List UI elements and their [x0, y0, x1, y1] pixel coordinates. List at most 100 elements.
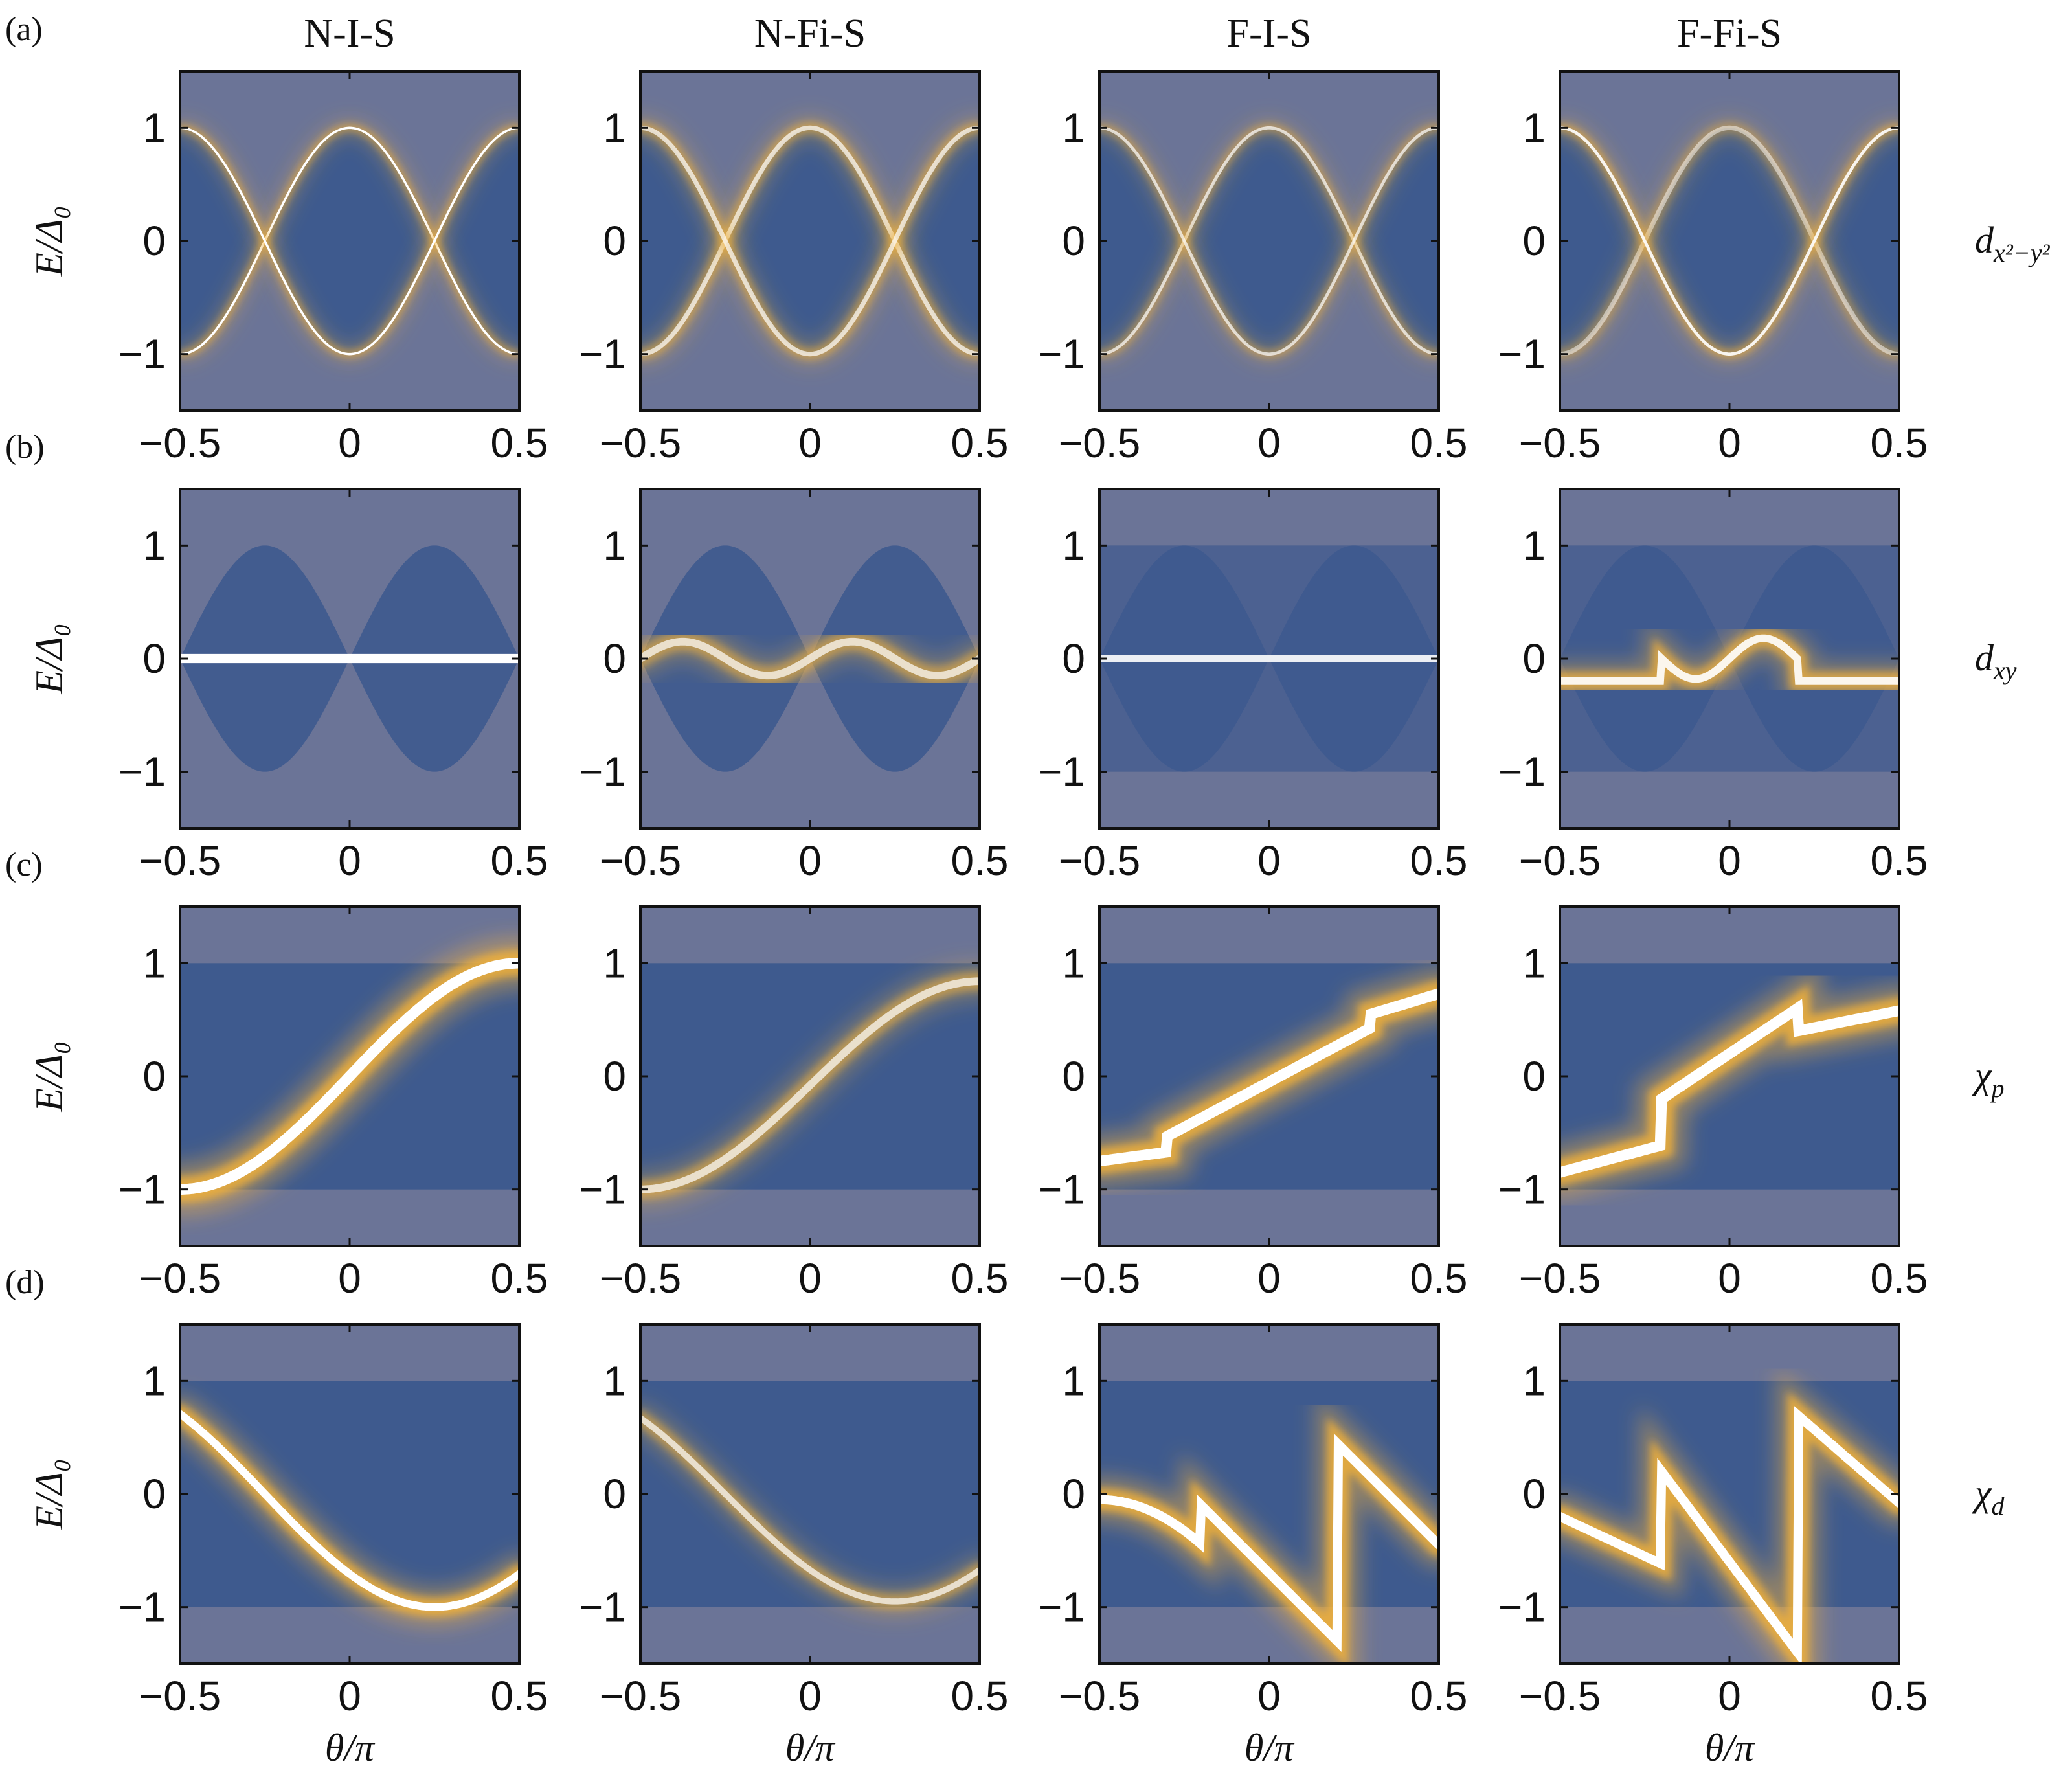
y-tick-label: 0 — [142, 635, 166, 682]
x-tick-label: 0.5 — [491, 1673, 548, 1719]
y-tick-label: 0 — [1522, 218, 1546, 264]
y-tick-label: 1 — [603, 104, 626, 151]
gap-region — [1099, 128, 1439, 354]
x-tick-label: −0.5 — [1519, 837, 1601, 884]
x-tick-label: 0 — [338, 1673, 361, 1719]
y-tick-label: −1 — [579, 331, 626, 378]
x-tick-label: 0 — [1257, 1673, 1281, 1719]
state-symbol: χp — [1972, 1054, 2005, 1103]
panel: −1 0 1 −0.5 0 0.5 — [1038, 488, 1467, 884]
y-tick-label: 1 — [1062, 522, 1085, 569]
y-tick-label: 0 — [1522, 1053, 1546, 1100]
x-tick-label: 0 — [1718, 420, 1741, 466]
x-tick-label: −0.5 — [139, 1255, 221, 1302]
x-tick-label: −0.5 — [600, 837, 681, 884]
x-tick-label: −0.5 — [139, 420, 221, 466]
x-tick-label: 0 — [798, 837, 822, 884]
y-tick-label: −1 — [1498, 749, 1546, 795]
panel: −1 0 1 −0.5 0 0.5 θ/π — [118, 1323, 548, 1769]
band-core — [180, 958, 519, 1195]
y-tick-label: 1 — [1522, 940, 1546, 986]
x-tick-label: −0.5 — [1519, 420, 1601, 466]
band-core — [180, 1410, 519, 1611]
panel: −1 0 1 −0.5 0 0.5 — [1498, 488, 1928, 884]
column-title: F-I-S — [1227, 12, 1312, 56]
x-tick-label: 0 — [798, 1255, 822, 1302]
y-tick-label: −1 — [118, 1584, 166, 1631]
y-tick-label: 0 — [1062, 218, 1085, 264]
x-tick-label: 0 — [798, 1673, 822, 1719]
y-tick-label: 1 — [603, 522, 626, 569]
x-tick-label: 0.5 — [951, 837, 1009, 884]
y-tick-label: −1 — [1038, 1166, 1085, 1213]
y-tick-label: 1 — [1062, 1357, 1085, 1404]
y-tick-label: 0 — [142, 1053, 166, 1100]
y-axis-label: E/Δ₀ — [28, 205, 71, 277]
x-tick-label: 0.5 — [1871, 1673, 1928, 1719]
y-tick-label: 0 — [142, 1471, 166, 1517]
band-core — [640, 125, 980, 357]
column-title: N-I-S — [304, 12, 395, 56]
band-core — [1099, 988, 1439, 1167]
x-tick-label: 0.5 — [951, 1673, 1009, 1719]
x-tick-label: −0.5 — [1519, 1673, 1601, 1719]
column-title: F-Fi-S — [1677, 12, 1782, 56]
x-tick-label: −0.5 — [600, 1673, 681, 1719]
band-core — [1560, 125, 1899, 357]
x-axis-label: θ/π — [1244, 1726, 1295, 1769]
panel: −1 0 1 −0.5 0 0.5 θ/π — [1498, 1323, 1928, 1769]
x-tick-label: −0.5 — [139, 837, 221, 884]
y-tick-label: −1 — [1498, 331, 1546, 378]
y-tick-label: −1 — [1038, 1584, 1085, 1631]
panel: −1 0 1 −0.5 0 0.5 — [118, 488, 548, 884]
y-tick-label: 0 — [1522, 1471, 1546, 1517]
state-symbol: dx²−y² — [1975, 219, 2050, 267]
y-tick-label: 1 — [1522, 522, 1546, 569]
y-axis-label: E/Δ₀ — [28, 1041, 71, 1112]
gap-region — [180, 128, 519, 354]
row-label: (d) — [5, 1264, 45, 1301]
panel: −1 0 1 −0.5 0 0.5 — [118, 70, 548, 466]
x-tick-label: 0 — [1718, 1255, 1741, 1302]
x-tick-label: 0 — [1257, 837, 1281, 884]
state-symbol: χd — [1972, 1472, 2005, 1521]
x-tick-label: 0.5 — [1410, 1673, 1468, 1719]
panel: −1 0 1 −0.5 0 0.5 θ/π — [579, 1323, 1009, 1769]
y-axis-label: E/Δ₀ — [28, 1458, 71, 1530]
band-core — [1560, 1406, 1899, 1664]
x-tick-label: 0 — [338, 1255, 361, 1302]
x-tick-label: 0.5 — [491, 1255, 548, 1302]
band-core — [640, 125, 980, 357]
x-tick-label: 0 — [798, 420, 822, 466]
panel: −1 0 1 −0.5 0 0.5 — [1498, 70, 1928, 466]
band-core — [1560, 999, 1899, 1178]
x-tick-label: 0 — [1257, 1255, 1281, 1302]
state-symbol: dxy — [1975, 637, 2017, 685]
x-tick-label: 0.5 — [1410, 1255, 1468, 1302]
x-tick-label: −0.5 — [1059, 420, 1140, 466]
x-tick-label: 0.5 — [1871, 1255, 1928, 1302]
band-core — [640, 1414, 980, 1605]
band-core — [640, 637, 980, 680]
y-tick-label: −1 — [118, 749, 166, 795]
x-tick-label: 0 — [338, 420, 361, 466]
column-title: N-Fi-S — [754, 12, 866, 56]
x-axis-label: θ/π — [1705, 1726, 1755, 1769]
band-core — [1560, 634, 1899, 685]
y-tick-label: 1 — [142, 1357, 166, 1404]
panel: −1 0 1 −0.5 0 0.5 — [579, 70, 1009, 466]
y-tick-label: −1 — [1498, 1584, 1546, 1631]
y-tick-label: 0 — [603, 1053, 626, 1100]
panel: −1 0 1 −0.5 0 0.5 — [1038, 905, 1468, 1302]
x-tick-label: 0.5 — [951, 420, 1009, 466]
y-tick-label: 1 — [1062, 104, 1085, 151]
y-tick-label: −1 — [1038, 749, 1085, 795]
panel: −1 0 1 −0.5 0 0.5 — [1498, 905, 1928, 1302]
band-core — [1099, 1433, 1439, 1653]
y-tick-label: 0 — [603, 1471, 626, 1517]
x-tick-label: 0.5 — [1410, 420, 1468, 466]
y-tick-label: −1 — [579, 1584, 626, 1631]
y-tick-label: 1 — [142, 940, 166, 986]
x-tick-label: −0.5 — [1059, 1673, 1140, 1719]
y-tick-label: −1 — [118, 331, 166, 378]
